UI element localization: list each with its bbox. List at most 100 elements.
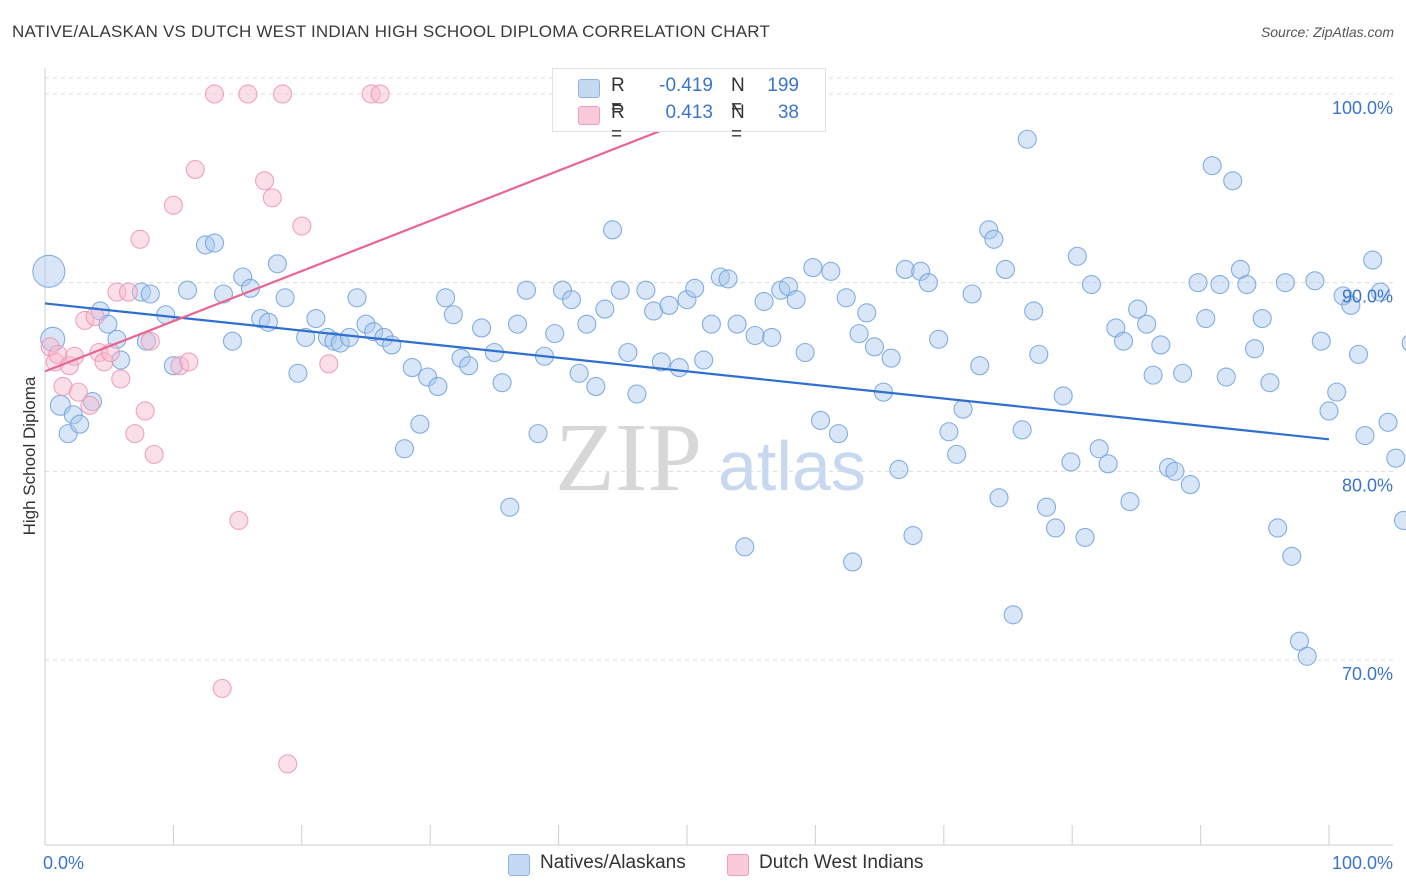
natives-point	[1075, 527, 1095, 547]
natives-point	[984, 229, 1004, 249]
x-tick-label: 0.0%	[43, 853, 84, 873]
natives-point	[32, 254, 66, 288]
natives-point	[1067, 246, 1087, 266]
natives-point	[836, 288, 856, 308]
natives-point	[939, 422, 959, 442]
natives-point	[1297, 646, 1317, 666]
natives-point	[561, 290, 581, 310]
source-label: Source: ZipAtlas.com	[1260, 24, 1394, 40]
natives-point	[1196, 308, 1216, 329]
natives-point	[618, 342, 638, 363]
natives-point	[275, 288, 295, 308]
natives-point	[1268, 518, 1288, 538]
y-tick-label: 70.0%	[1342, 664, 1393, 684]
natives-point	[1275, 273, 1295, 293]
natives-point	[1024, 301, 1044, 321]
y-axis-label: High School Diploma	[20, 376, 39, 535]
natives-point	[267, 254, 287, 274]
dutch-point	[212, 678, 232, 698]
dutch-point	[370, 84, 390, 104]
natives-point	[953, 399, 973, 419]
natives-point	[1305, 271, 1325, 291]
dutch-legend-label: Dutch West Indians	[759, 852, 924, 873]
natives-point	[213, 284, 234, 304]
dutch-point	[319, 354, 339, 374]
natives-point	[602, 220, 623, 240]
natives-point	[849, 324, 869, 344]
natives-point	[718, 269, 738, 289]
natives-point	[828, 424, 849, 444]
natives-point	[595, 299, 615, 319]
natives-point	[222, 331, 243, 351]
natives-point	[710, 267, 730, 287]
natives-point	[1120, 492, 1140, 512]
natives-point	[1053, 386, 1073, 406]
natives-point	[586, 376, 606, 397]
natives-point	[1137, 314, 1157, 334]
natives-point	[989, 488, 1009, 508]
dutch-point	[229, 510, 249, 530]
natives-point	[569, 363, 589, 383]
natives-point	[677, 290, 697, 310]
n-label: N =	[731, 102, 745, 145]
natives-point	[459, 356, 479, 376]
natives-point	[821, 261, 841, 281]
dutch-point	[111, 369, 131, 389]
natives-point	[472, 318, 492, 338]
natives-point	[364, 322, 384, 342]
natives-point	[1061, 452, 1081, 472]
watermark: ZIP atlas	[555, 404, 866, 512]
y-tick-label: 100.0%	[1332, 98, 1393, 118]
natives-point	[1012, 420, 1032, 440]
natives-point	[1188, 273, 1208, 293]
dutch-west-indians-points	[40, 84, 707, 774]
natives-point	[889, 459, 909, 480]
dutch-point	[272, 84, 293, 104]
dutch-point	[179, 352, 199, 372]
dutch-point	[135, 401, 155, 421]
dutch-legend-swatch	[727, 854, 749, 876]
natives-point	[1202, 156, 1222, 176]
dutch-point	[185, 159, 205, 179]
natives-point	[795, 342, 815, 363]
natives-point	[70, 414, 90, 434]
natives-point	[1151, 335, 1171, 355]
dutch-point	[262, 188, 282, 208]
natives-point	[1355, 425, 1375, 446]
n-label: N =	[731, 75, 745, 118]
natives-point	[903, 525, 923, 546]
natives-point	[394, 439, 415, 459]
natives-point	[918, 273, 938, 293]
natives-point	[1341, 295, 1361, 315]
natives-legend-swatch	[508, 854, 530, 876]
trend-lines	[44, 92, 1330, 441]
natives-point	[1289, 631, 1310, 651]
natives-point	[140, 284, 160, 304]
natives-point	[356, 314, 376, 334]
natives-point	[1128, 299, 1148, 319]
natives-point	[296, 327, 316, 347]
r-value: -0.419	[659, 75, 713, 96]
natives-point	[507, 314, 528, 334]
r-value: 0.413	[665, 102, 713, 123]
dutch-point	[204, 84, 225, 104]
natives-point	[995, 259, 1015, 280]
natives-point	[864, 337, 885, 357]
natives-point	[636, 280, 656, 300]
x-tick-label: 100.0%	[1332, 853, 1393, 873]
natives-point	[895, 259, 915, 280]
dutch-point	[140, 331, 160, 351]
natives-point	[1036, 497, 1057, 517]
natives-point	[659, 295, 679, 315]
natives-point	[1180, 475, 1200, 495]
dutch-point	[125, 424, 145, 444]
dutch-point	[75, 310, 95, 330]
natives-point	[735, 537, 755, 557]
dutch-point	[238, 84, 258, 104]
natives-point	[1370, 282, 1390, 302]
natives-point	[451, 348, 471, 368]
natives-point	[1098, 454, 1118, 474]
natives-point	[627, 384, 647, 404]
natives-point	[970, 356, 990, 376]
